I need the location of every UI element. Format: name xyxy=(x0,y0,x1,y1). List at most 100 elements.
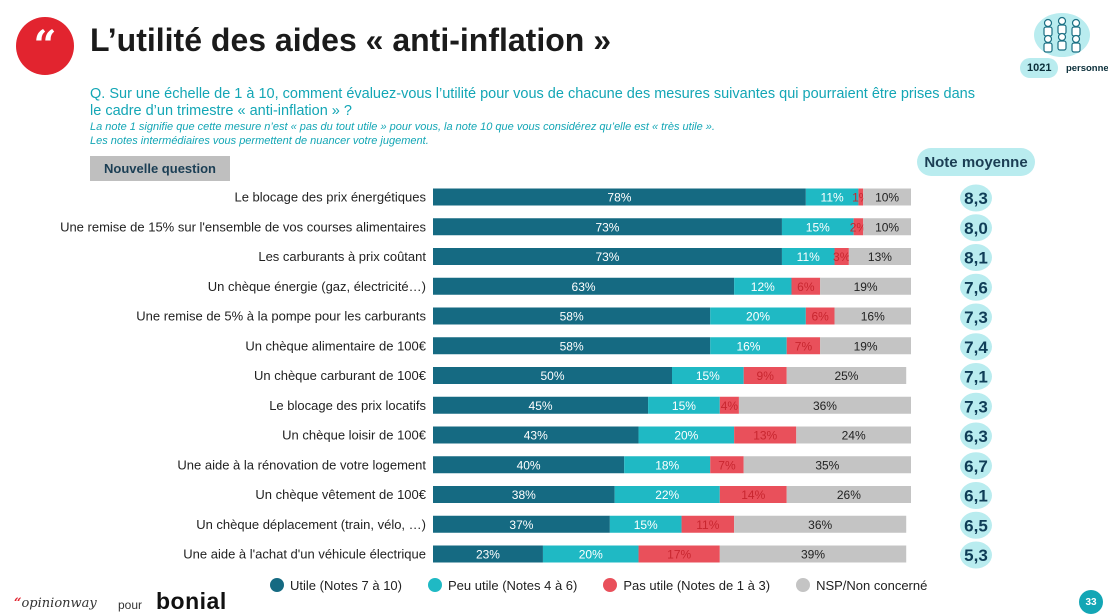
bar-segment-peu-utile xyxy=(614,486,720,503)
bar-segment-peu-utile xyxy=(781,248,835,265)
average-bubble xyxy=(960,363,992,390)
average-bubble xyxy=(960,244,992,271)
bar-segment-utile xyxy=(433,486,615,503)
average-bubble xyxy=(960,333,992,361)
bar-segment-peu-utile xyxy=(710,337,787,355)
opinionway-quote-mark: “ xyxy=(14,596,22,611)
question-note-1: La note 1 signifie que cette mesure n’es… xyxy=(90,121,715,133)
average-score-value: 8,3 xyxy=(964,189,988,208)
data-label-nsp: 16% xyxy=(861,310,885,324)
average-score-value: 8,0 xyxy=(964,219,988,238)
legend-dot-pas-utile xyxy=(603,578,618,592)
bar-segment-utile xyxy=(433,426,639,444)
data-label-utile: 43% xyxy=(524,429,548,443)
page-title: L’utilité des aides « anti-inflation » xyxy=(90,22,611,58)
category-label: Un chèque énergie (gaz, électricité…) xyxy=(208,279,426,294)
average-bubble xyxy=(960,452,992,480)
average-score-value: 6,3 xyxy=(964,427,988,446)
bar-segment-nsp xyxy=(719,545,907,563)
data-label-nsp: 35% xyxy=(815,458,839,472)
bar-segment-nsp xyxy=(743,456,911,474)
data-label-nsp: 13% xyxy=(868,250,892,264)
data-label-utile: 37% xyxy=(509,518,533,532)
data-label-peu-utile: 11% xyxy=(797,250,820,264)
data-label-pas-utile: 9% xyxy=(757,369,775,383)
average-score-value: 7,3 xyxy=(964,397,988,416)
bar-segment-nsp xyxy=(796,426,911,444)
average-score-value: 6,7 xyxy=(964,457,988,476)
average-bubble xyxy=(960,184,992,212)
page-number: 33 xyxy=(1079,590,1103,614)
bar-segment-nsp xyxy=(863,218,911,236)
sample-unit: personnes xyxy=(1065,63,1108,74)
bar-segment-pas-utile xyxy=(834,248,849,265)
data-label-peu-utile: 20% xyxy=(674,429,698,443)
data-label-nsp: 19% xyxy=(854,339,878,353)
data-label-utile: 73% xyxy=(595,250,619,264)
data-label-utile: 40% xyxy=(517,458,541,472)
average-score-value: 7,4 xyxy=(964,338,988,357)
bar-segment-utile xyxy=(433,367,672,384)
average-bubble xyxy=(960,392,992,420)
sample-count: 1021 xyxy=(1020,58,1059,78)
data-label-nsp: 39% xyxy=(801,548,825,562)
data-label-utile: 50% xyxy=(540,369,564,383)
bar-segment-peu-utile xyxy=(542,545,639,563)
data-label-pas-utile: 2% xyxy=(850,220,868,234)
bar-segment-nsp xyxy=(848,248,911,265)
bar-segment-pas-utile xyxy=(638,545,720,563)
bar-segment-pas-utile xyxy=(681,515,735,533)
bar-segment-pas-utile xyxy=(743,367,787,384)
data-label-nsp: 25% xyxy=(834,369,858,383)
bar-segment-utile xyxy=(433,545,543,563)
data-label-pas-utile: 17% xyxy=(667,548,691,562)
data-label-pas-utile: 13% xyxy=(753,429,777,443)
average-score-value: 7,1 xyxy=(964,368,988,387)
data-label-utile: 58% xyxy=(560,339,584,353)
data-label-pas-utile: 6% xyxy=(812,310,830,324)
average-bubble xyxy=(960,511,992,539)
average-bubble xyxy=(960,482,992,509)
bar-segment-peu-utile xyxy=(624,456,711,474)
legend-item-utile: Utile (Notes 7 à 10) xyxy=(270,578,402,593)
average-score-value: 7,6 xyxy=(964,278,988,297)
bar-segment-peu-utile xyxy=(805,188,859,206)
bar-segment-nsp xyxy=(820,337,911,355)
category-label: Une aide à l'achat d'un véhicule électri… xyxy=(183,547,426,562)
average-score-header: Note moyenne xyxy=(917,148,1035,176)
data-label-peu-utile: 15% xyxy=(806,220,830,234)
bar-segment-pas-utile xyxy=(853,218,864,236)
average-bubble xyxy=(960,303,992,331)
category-label: Le blocage des prix locatifs xyxy=(269,398,426,413)
legend-dot-nsp xyxy=(796,578,811,592)
category-label: Le blocage des prix énergétiques xyxy=(234,190,426,205)
bar-segment-utile xyxy=(433,188,806,206)
data-label-pas-utile: 3% xyxy=(833,250,851,264)
data-label-pas-utile: 6% xyxy=(797,280,815,294)
legend-label-pas-utile: Pas utile (Notes de 1 à 3) xyxy=(623,577,771,593)
data-label-utile: 78% xyxy=(607,191,631,205)
data-label-utile: 38% xyxy=(512,488,536,502)
data-label-utile: 45% xyxy=(529,399,553,413)
bar-segment-nsp xyxy=(820,277,911,295)
opinionway-name: opinionway xyxy=(21,596,97,611)
data-label-nsp: 24% xyxy=(842,429,866,443)
bar-segment-pas-utile xyxy=(791,277,821,295)
bar-segment-nsp xyxy=(786,486,911,503)
data-label-peu-utile: 20% xyxy=(579,548,603,562)
question-text: Q. Sur une échelle de 1 à 10, comment év… xyxy=(90,86,975,119)
bar-segment-nsp xyxy=(734,515,907,533)
bonial-logo: bonial xyxy=(156,588,227,614)
average-bubble xyxy=(960,214,992,242)
bar-segment-utile xyxy=(433,307,711,325)
bar-segment-pas-utile xyxy=(719,486,787,503)
data-label-pas-utile: 7% xyxy=(795,339,813,353)
category-label: Un chèque vêtement de 100€ xyxy=(255,487,426,502)
average-score-value: 7,3 xyxy=(964,308,988,327)
bar-segment-peu-utile xyxy=(734,277,792,295)
category-label: Une aide à la rénovation de votre logeme… xyxy=(177,457,426,472)
category-label: Un chèque alimentaire de 100€ xyxy=(245,338,426,353)
bar-segment-utile xyxy=(433,248,782,265)
bar-segment-utile xyxy=(433,277,735,295)
data-label-peu-utile: 18% xyxy=(655,458,679,472)
